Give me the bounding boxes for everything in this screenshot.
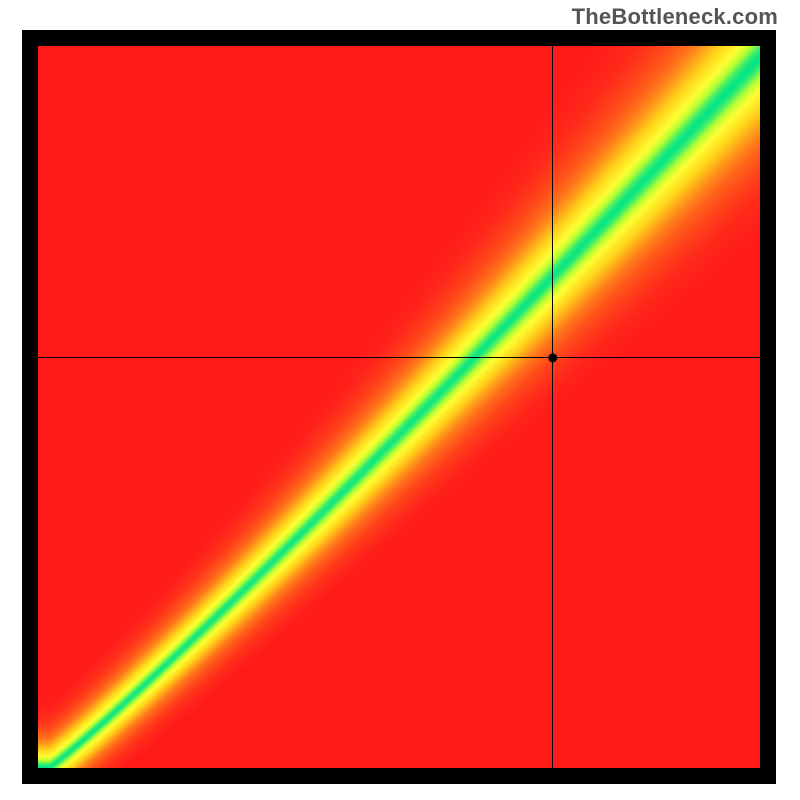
crosshair-vertical-line [552,46,553,768]
bottleneck-heatmap [38,46,760,768]
chart-frame [22,30,776,784]
crosshair-horizontal-line [38,357,760,358]
watermark-text: TheBottleneck.com [572,4,778,30]
